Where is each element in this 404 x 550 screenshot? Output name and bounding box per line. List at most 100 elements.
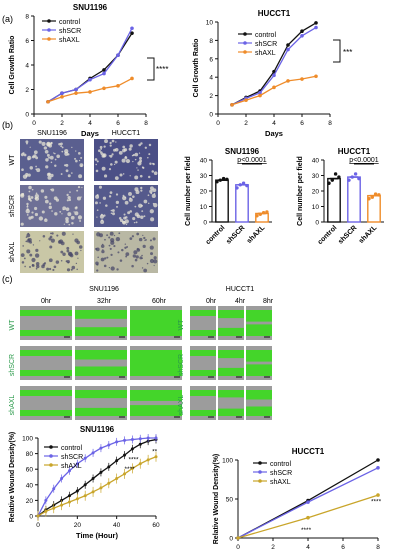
cell-dot: [20, 153, 24, 157]
cell-dot: [129, 144, 133, 148]
cell-dot: [39, 240, 41, 242]
data-point: [88, 90, 92, 94]
cell-dot: [50, 142, 53, 145]
cell-dot: [115, 236, 121, 242]
cell-dot: [134, 152, 139, 157]
sig-annotation: ****: [371, 499, 382, 506]
cell-dot: [44, 199, 49, 204]
cell-dot: [119, 173, 123, 177]
cell-dot: [79, 163, 84, 168]
cell-dot: [124, 219, 129, 224]
cell-dot: [60, 173, 63, 176]
cell-dot: [148, 153, 151, 156]
bar-chart-snu1196: 0 10 20 30 40 SNU1196 Cell number per field con…: [185, 147, 272, 246]
data-point: [83, 483, 87, 487]
wlegend-shscr-2: shSCR: [270, 470, 292, 477]
micro-col-hucct1: HUCCT1: [112, 130, 140, 137]
cell-dot: [146, 262, 149, 265]
cell-dot: [125, 252, 130, 257]
data-point: [130, 438, 134, 442]
cell-dot: [44, 218, 48, 222]
data-point: [130, 466, 134, 470]
cell-dot: [25, 236, 28, 239]
cell-dot: [98, 149, 101, 153]
cell-dot: [56, 234, 59, 237]
x-tick-label: 8: [376, 544, 380, 550]
cell-dot: [47, 175, 52, 180]
data-point: [44, 498, 48, 502]
y-axis-label: Cell number per field: [185, 156, 192, 226]
wound-time-1: 32hr: [97, 298, 112, 305]
p-value-label: p<0.0001: [349, 157, 378, 164]
cell-dot: [139, 174, 143, 178]
cell-dot: [35, 261, 40, 266]
growth-legend-snu1196: control shSCR shAXL: [42, 19, 81, 44]
cell-dot: [28, 190, 31, 193]
cell-dot: [35, 192, 38, 195]
category-label: control: [205, 224, 227, 246]
y-tick-label: 0: [29, 514, 33, 521]
cell-dot: [31, 257, 36, 263]
cell-dot: [101, 166, 106, 171]
cell-dot: [79, 219, 82, 222]
bar-point: [333, 172, 338, 176]
panel-label-a: (a): [2, 14, 13, 24]
cell-dot: [149, 258, 155, 264]
x-tick-label: 4: [272, 120, 276, 127]
cell-dot: [152, 237, 156, 241]
cell-dot: [100, 220, 105, 224]
data-point: [67, 500, 71, 504]
cell-dot: [74, 251, 79, 256]
micro-col-snu1196: SNU1196: [37, 130, 67, 137]
cell-dot: [48, 156, 51, 159]
bar-shSCR: [235, 184, 249, 223]
cell-dot: [40, 189, 45, 193]
data-point: [314, 21, 318, 25]
data-point: [44, 509, 48, 513]
cell-dot: [124, 246, 127, 249]
cell-dot: [26, 233, 31, 238]
cell-dot: [149, 186, 154, 191]
data-point: [52, 506, 56, 510]
cell-dot: [29, 253, 33, 257]
cell-dot: [46, 267, 50, 271]
cell-dot: [128, 197, 133, 202]
cell-dot: [36, 168, 41, 173]
cell-dot: [73, 211, 75, 213]
wound-row-wt-r: WT: [178, 319, 185, 331]
cell-dot: [153, 202, 158, 208]
data-point: [75, 462, 79, 466]
data-point: [91, 477, 95, 481]
p-value-label: p<0.0001: [237, 157, 266, 164]
x-tick-label: 0: [236, 544, 240, 550]
cell-dot: [108, 168, 112, 171]
data-point: [154, 436, 158, 440]
cell-dot: [139, 156, 142, 160]
cell-dot: [34, 206, 38, 211]
cell-dot: [20, 253, 25, 258]
cell-dot: [65, 219, 69, 224]
cell-dot: [143, 199, 148, 204]
cell-dot: [109, 247, 112, 250]
cell-dot: [34, 196, 40, 201]
y-axis-label: Cell Growth Ratio: [193, 39, 200, 98]
bar-point: [218, 178, 222, 182]
cell-dot: [24, 265, 26, 268]
cell-dot: [132, 160, 134, 163]
data-point: [60, 503, 64, 507]
y-tick-label: 50: [226, 497, 234, 504]
wound-edge: [190, 310, 216, 316]
cell-dot: [96, 263, 99, 266]
cell-dot: [118, 150, 123, 155]
data-point: [258, 91, 262, 95]
wound-edge: [75, 366, 127, 376]
cell-dot: [69, 191, 71, 193]
cell-dot: [95, 169, 99, 173]
cell-dot: [26, 213, 29, 216]
cell-dot: [129, 197, 132, 199]
data-point: [88, 77, 92, 82]
cell-dot: [26, 205, 29, 207]
cell-dot: [33, 154, 37, 158]
wound-edge: [190, 370, 216, 376]
data-point: [286, 79, 290, 83]
